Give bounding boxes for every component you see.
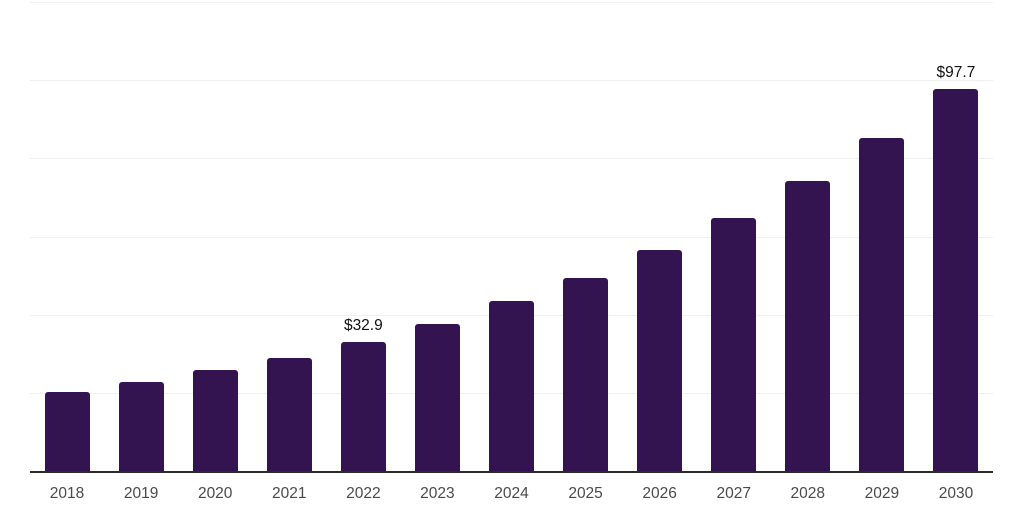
- x-tick-label-2022: 2022: [346, 485, 381, 502]
- bar-2024[interactable]: [489, 301, 534, 471]
- bar-2020[interactable]: [192, 369, 238, 471]
- data-label-2022: $32.9: [343, 317, 383, 335]
- gridline-y-100: [30, 80, 993, 82]
- x-tick-label-2020: 2020: [197, 485, 233, 502]
- x-tick-label-2029: 2029: [864, 485, 900, 502]
- bar-2019[interactable]: [118, 381, 164, 471]
- data-label-2030: $97.7: [936, 64, 976, 82]
- x-tick-label-2025: 2025: [568, 485, 603, 502]
- gridline-y-80: [30, 158, 993, 160]
- x-tick-label-2028: 2028: [790, 485, 826, 502]
- x-tick-label-2019: 2019: [123, 485, 159, 502]
- bar-2030[interactable]: [933, 89, 979, 471]
- bar-2029[interactable]: [859, 138, 905, 471]
- gridline-y-120: [30, 2, 993, 3]
- bar-2021[interactable]: [266, 357, 312, 471]
- gridline-y-60: [30, 236, 993, 238]
- x-axis-line: [30, 471, 993, 473]
- x-tick-label-2023: 2023: [420, 485, 455, 502]
- bar-2026[interactable]: [637, 250, 683, 471]
- bar-2018[interactable]: [44, 392, 90, 471]
- bar-2028[interactable]: [785, 180, 831, 471]
- bar-2022[interactable]: [340, 342, 386, 471]
- bar-2027[interactable]: [711, 217, 757, 471]
- x-tick-label-2027: 2027: [716, 485, 751, 502]
- bar-2023[interactable]: [414, 323, 460, 471]
- x-tick-label-2018: 2018: [49, 485, 85, 502]
- x-tick-label-2024: 2024: [494, 485, 529, 502]
- x-tick-label-2030: 2030: [938, 485, 974, 502]
- bar-2025[interactable]: [563, 277, 609, 471]
- x-tick-label-2026: 2026: [642, 485, 677, 502]
- x-tick-label-2021: 2021: [272, 485, 307, 502]
